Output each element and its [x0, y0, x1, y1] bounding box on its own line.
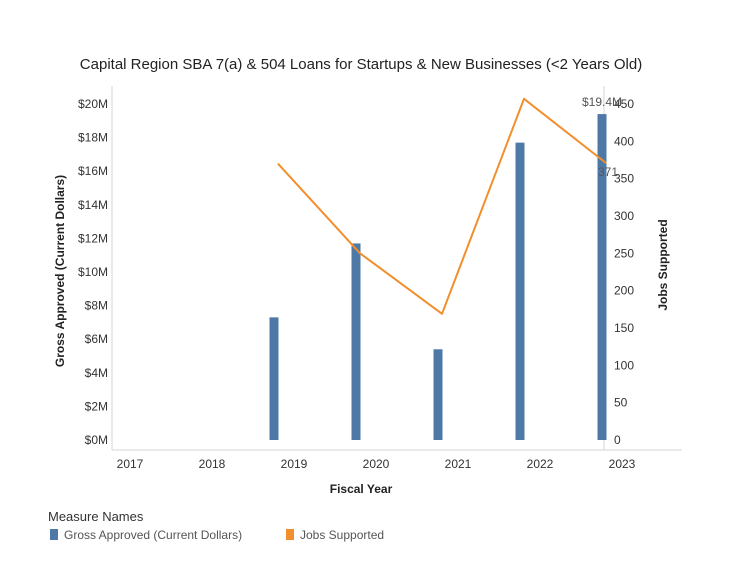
- x-tick-label: 2021: [445, 457, 472, 471]
- y-tick-label: $2M: [85, 399, 108, 413]
- y2-tick-label: 250: [614, 246, 634, 260]
- chart-title: Capital Region SBA 7(a) & 504 Loans for …: [80, 56, 642, 73]
- legend-item-jobs-supported: Jobs Supported: [300, 528, 384, 542]
- bar: [597, 114, 607, 440]
- data-label: 371: [598, 165, 618, 179]
- x-tick-label: 2020: [363, 457, 390, 471]
- plot-frame: [111, 86, 682, 451]
- y-tick-label: $6M: [85, 332, 108, 346]
- data-labels: $19.4M 371: [582, 95, 622, 179]
- jobs-line: [277, 97, 607, 315]
- x-tick-label: 2022: [527, 457, 554, 471]
- y-tick-label: $8M: [85, 299, 108, 313]
- x-tick-label: 2023: [609, 457, 636, 471]
- y2-tick-label: 200: [614, 284, 634, 298]
- y2-tick-label: 50: [614, 396, 628, 410]
- y-tick-label: $12M: [78, 231, 108, 245]
- x-axis-title: Fiscal Year: [330, 482, 393, 496]
- bar: [515, 142, 525, 440]
- y2-tick-label: 300: [614, 209, 634, 223]
- bar: [433, 349, 443, 440]
- legend-item-gross-approved: Gross Approved (Current Dollars): [64, 528, 242, 542]
- y2-tick-label: 0: [614, 433, 621, 447]
- x-tick-label: 2019: [281, 457, 308, 471]
- bar: [351, 243, 361, 440]
- legend-title: Measure Names: [48, 509, 144, 524]
- y-tick-label: $10M: [78, 265, 108, 279]
- y-tick-label: $18M: [78, 131, 108, 145]
- y-tick-label: $20M: [78, 97, 108, 111]
- y2-tick-label: 450: [614, 97, 634, 111]
- right-axis-ticks: 0 50 100 150 200 250 300 350 400 450: [614, 97, 634, 447]
- x-axis-ticks: 2017 2018 2019 2020 2021 2022 2023: [117, 457, 636, 471]
- y-tick-label: $4M: [85, 366, 108, 380]
- x-tick-label: 2017: [117, 457, 144, 471]
- line-point: [605, 162, 607, 164]
- bar: [269, 317, 279, 440]
- legend: Measure Names Gross Approved (Current Do…: [48, 509, 384, 542]
- line-point: [359, 252, 361, 254]
- left-axis-ticks: $0M $2M $4M $6M $8M $10M $12M $14M $16M $18M $20M: [78, 97, 108, 447]
- data-label: $19.4M: [582, 95, 622, 109]
- y-tick-label: $14M: [78, 198, 108, 212]
- x-tick-label: 2018: [199, 457, 226, 471]
- legend-swatch-gross-approved: [50, 529, 58, 540]
- y2-axis-title: Jobs Supported: [656, 219, 670, 310]
- y2-tick-label: 100: [614, 358, 634, 372]
- line-point: [523, 98, 525, 100]
- line-series: [277, 97, 607, 315]
- y-axis-title: Gross Approved (Current Dollars): [53, 175, 67, 367]
- y-tick-label: $0M: [85, 433, 108, 447]
- line-point: [441, 313, 443, 315]
- y2-tick-label: 150: [614, 321, 634, 335]
- y2-tick-label: 350: [614, 172, 634, 186]
- y2-tick-label: 400: [614, 134, 634, 148]
- line-point: [277, 163, 279, 165]
- y-tick-label: $16M: [78, 164, 108, 178]
- legend-swatch-jobs-supported: [286, 529, 294, 540]
- bar-series: [269, 114, 607, 440]
